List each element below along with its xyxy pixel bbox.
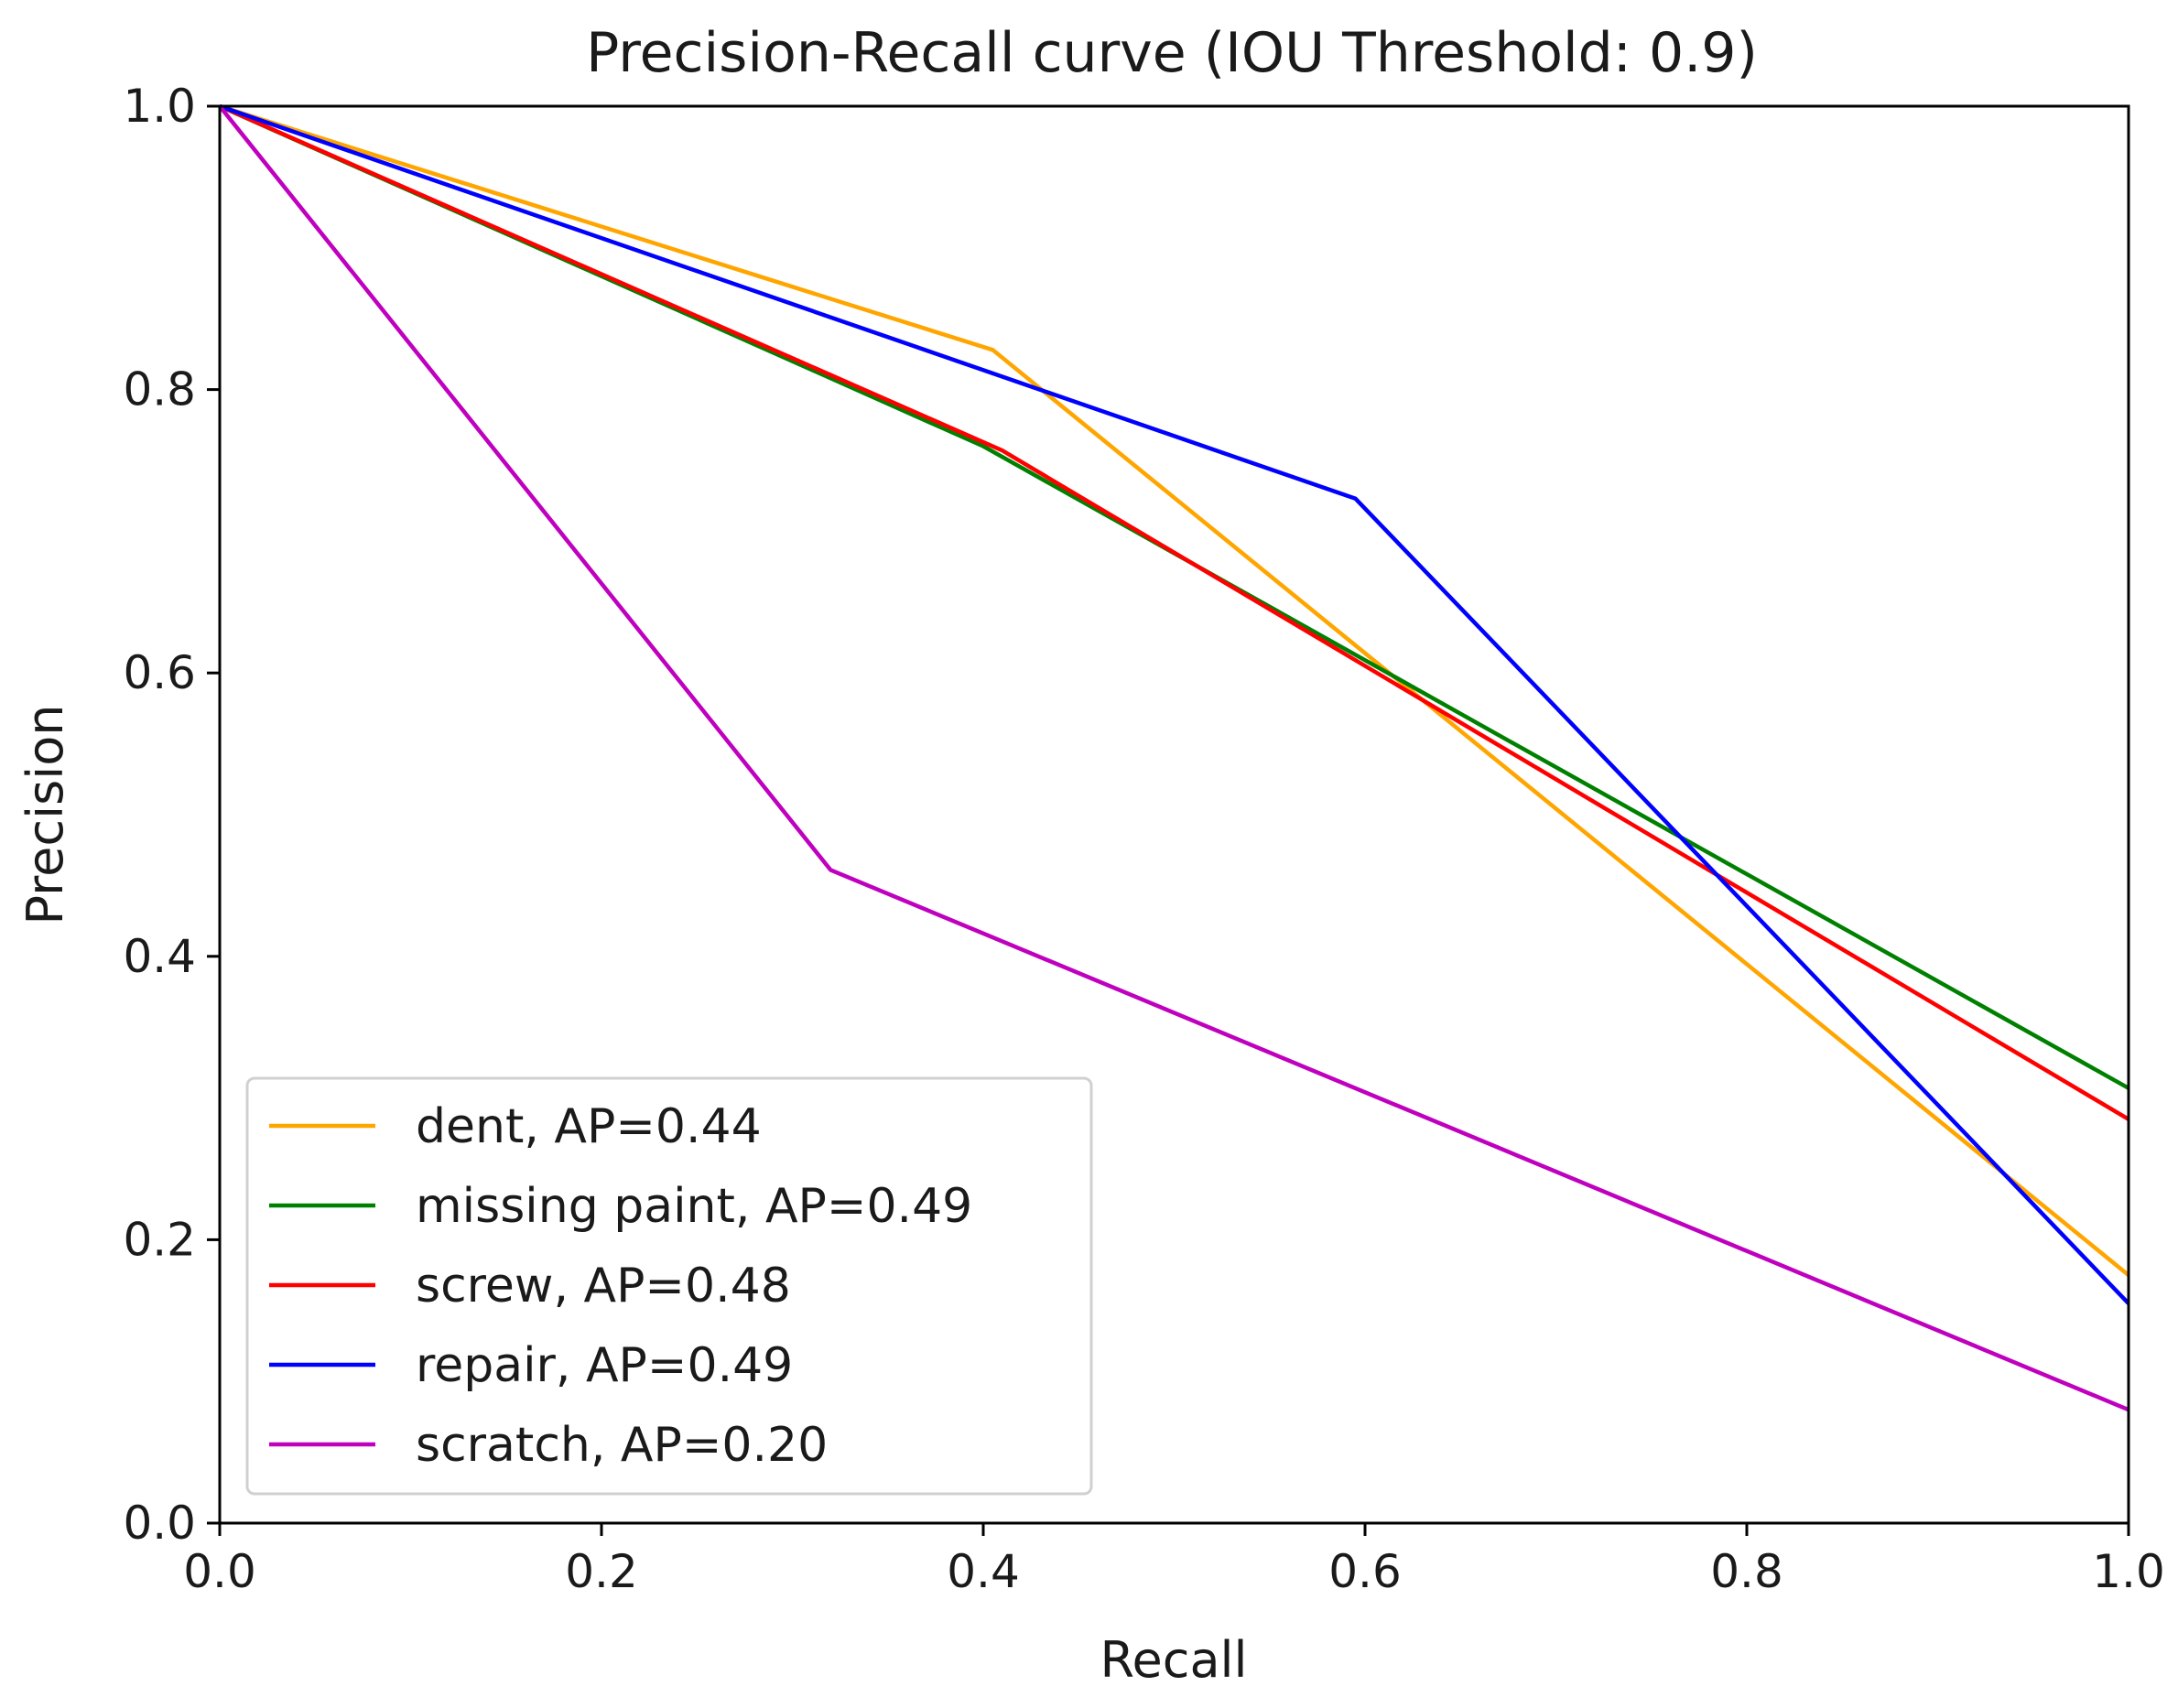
plot-frame (218, 104, 2130, 1525)
y-tick-label: 0.0 (123, 1497, 196, 1550)
legend-label-4: scratch, AP=0.20 (416, 1418, 828, 1473)
y-axis-label: Precision (16, 705, 74, 925)
x-tick-label: 0.0 (183, 1545, 256, 1598)
legend-box (245, 1076, 1093, 1496)
series-line-0 (219, 103, 2130, 1277)
series-line-3 (219, 103, 2130, 1305)
legend-label-3: repair, AP=0.49 (416, 1338, 793, 1393)
y-tick-label: 0.4 (123, 930, 196, 983)
legend: dent, AP=0.44 missing paint, AP=0.49 screw… (245, 1076, 1093, 1496)
y-tick-label: 0.8 (123, 363, 196, 416)
x-tick-label: 0.8 (1710, 1545, 1783, 1598)
legend-label-0: dent, AP=0.44 (416, 1099, 762, 1154)
y-tick-label: 0.2 (123, 1213, 196, 1266)
legend-label-2: screw, AP=0.48 (416, 1259, 791, 1313)
y-tick-label: 1.0 (123, 80, 196, 133)
x-tick-label: 0.4 (947, 1545, 1020, 1598)
series-line-1 (219, 103, 2130, 1090)
series-line-4 (218, 104, 2129, 1412)
x-tick-label: 0.2 (565, 1545, 638, 1598)
y-tick-label: 0.6 (123, 646, 196, 699)
x-axis-label: Recall (1100, 1631, 1247, 1689)
x-tick-label: 1.0 (2092, 1545, 2165, 1598)
legend-label-1: missing paint, AP=0.49 (416, 1179, 972, 1234)
x-tick-label: 0.6 (1328, 1545, 1402, 1598)
series-line-2 (219, 103, 2130, 1121)
chart-title: Precision-Recall curve (IOU Threshold: 0… (586, 21, 1758, 85)
